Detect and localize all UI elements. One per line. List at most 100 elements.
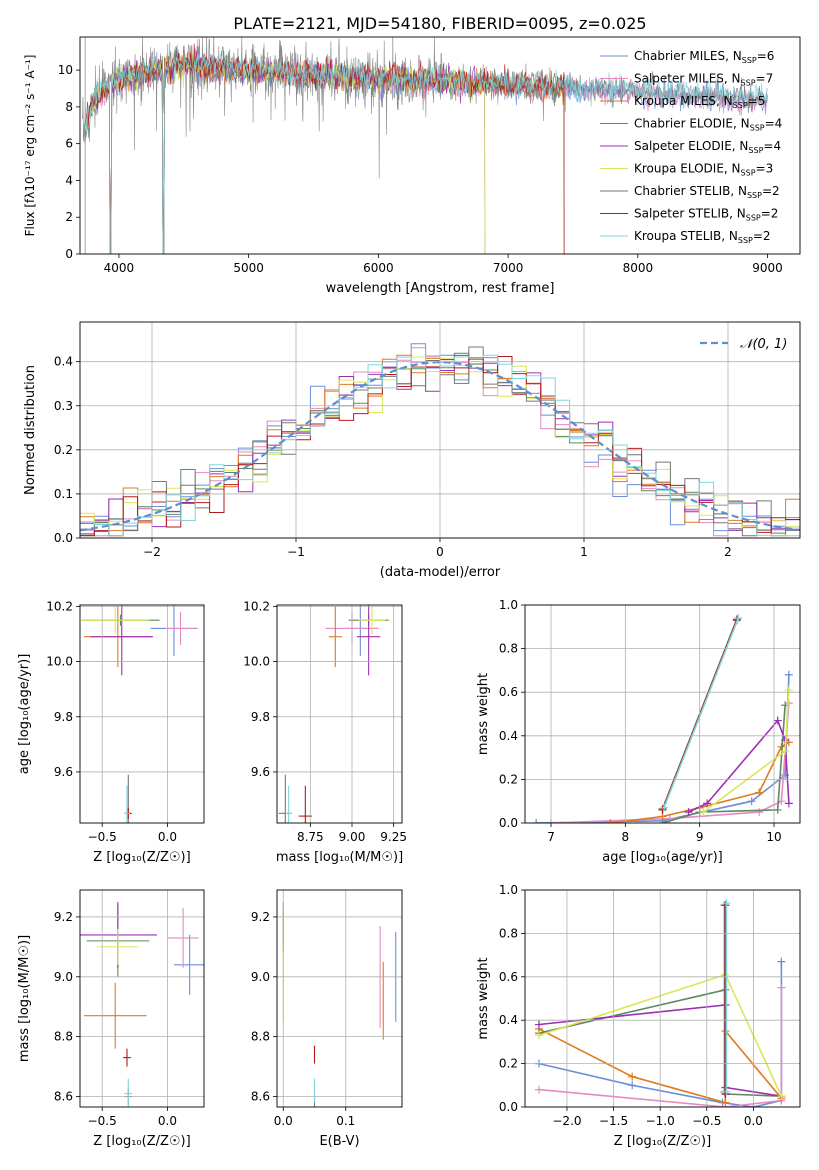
legend-label: Chabrier STELIB, N [634, 184, 747, 198]
x-tick-label: −1.0 [646, 1114, 675, 1128]
y-tick-label: 9.2 [251, 910, 270, 924]
x-axis-label: wavelength [Angstrom, rest frame] [326, 281, 555, 296]
series-marker-salpeter-miles [534, 1085, 543, 1094]
x-axis-label: Z [log₁₀(Z/Z☉)] [614, 1134, 711, 1149]
chart-age_vs_Z: −0.5 0.0 9.6 9.8 10.0 10.2 Z [log₁₀(Z/Z☉)] age … [17, 599, 205, 865]
x-tick-label: 0.1 [336, 1114, 355, 1128]
x-axis-label: Z [log₁₀(Z/Z☉)] [93, 1134, 190, 1149]
x-tick-label: 0.0 [744, 1114, 763, 1128]
errorbar-kroupa-elodie [96, 928, 139, 965]
series-marker-kroupa-elodie [699, 808, 708, 817]
axes-frame [79, 889, 205, 1108]
errorbar-kroupa-elodie [358, 606, 386, 634]
series-marker-kroupa-miles [606, 819, 615, 823]
series-marker-salpeter-stelib [721, 901, 730, 910]
legend-subscript: SSP [733, 101, 748, 110]
x-tick-label: −2.0 [552, 1114, 581, 1128]
series-marker-chabrier-miles [747, 797, 756, 806]
y-tick-label: 0.0 [499, 1100, 518, 1114]
series-marker-salpeter-miles [777, 983, 786, 992]
errorbar-salpeter-stelib [298, 785, 312, 823]
legend-count: =2 [753, 229, 771, 243]
legend-entry-kroupa-stelib: Kroupa STELIB, NSSP=2 [634, 229, 771, 245]
y-tick-label: 0.4 [499, 1013, 518, 1027]
series-marker-kroupa-stelib [734, 614, 743, 623]
y-tick-label: 0.6 [499, 970, 518, 984]
y-tick-label: 9.2 [54, 910, 73, 924]
series-marker-salpeter-stelib [658, 805, 667, 814]
legend-entry-salpeter-elodie: Salpeter ELODIE, NSSP=4 [634, 139, 781, 155]
y-tick-label: 0.0 [499, 816, 518, 830]
y-tick-label: 0.8 [499, 642, 518, 656]
legend-entry-chabrier-stelib: Chabrier STELIB, NSSP=2 [634, 184, 780, 200]
legend-entry-salpeter-miles: Salpeter MILES, NSSP=7 [634, 72, 773, 88]
legend-entry-normal: 𝒩(0, 1) [740, 337, 787, 352]
x-axis-label: (data-model)/error [380, 565, 501, 580]
series-marker-salpeter-miles [755, 808, 764, 817]
y-tick-label: 0.4 [499, 729, 518, 743]
x-tick-label: 10 [766, 830, 781, 844]
plot-area-age_vs_Z [81, 605, 198, 823]
y-tick-label: 8 [65, 100, 73, 114]
y-tick-label: 9.6 [54, 765, 73, 779]
y-tick-label: 0.2 [499, 772, 518, 786]
errorbar-kroupa-miles [328, 606, 342, 668]
errorbar-chabrier-miles [173, 934, 204, 995]
legend-label: Salpeter STELIB, N [634, 207, 746, 221]
axes-frame [276, 604, 403, 824]
legend-label: Kroupa ELODIE, N [634, 162, 741, 176]
legend-count: =2 [762, 184, 780, 198]
legend-entry-kroupa-miles: Kroupa MILES, NSSP=5 [634, 94, 765, 110]
y-tick-label: 8.6 [54, 1090, 73, 1104]
y-tick-label: 8.8 [54, 1030, 73, 1044]
x-tick-label: −0.5 [88, 1114, 117, 1128]
y-tick-label: 1.0 [499, 598, 518, 612]
legend-count: =4 [765, 117, 783, 131]
legend-count: =6 [757, 49, 775, 63]
x-tick-label: 0.0 [158, 1114, 177, 1128]
legend-count: =7 [756, 72, 774, 86]
plot-area-residuals [80, 343, 800, 538]
series-marker-salpeter-elodie [684, 808, 693, 817]
y-tick-label: 8.6 [251, 1090, 270, 1104]
x-tick-label: 9 [696, 830, 704, 844]
errorbar-salpeter-stelib [123, 1048, 131, 1067]
legend-entry-chabrier-elodie: Chabrier ELODIE, NSSP=4 [634, 117, 782, 133]
errorbar-kroupa-stelib [285, 785, 292, 823]
x-tick-label: −2 [143, 545, 161, 559]
series-marker-kroupa-elodie [781, 747, 790, 756]
errorbar-kroupa-elodie [81, 606, 150, 634]
y-tick-label: 0.1 [54, 487, 73, 501]
series-marker-kroupa-elodie [534, 1031, 543, 1040]
plot-area-spectrum [82, 37, 768, 254]
series-marker-kroupa-miles [755, 788, 764, 797]
x-tick-label: 8.75 [297, 830, 324, 844]
legend-count: =3 [756, 162, 774, 176]
legend-subscript: SSP [746, 214, 761, 223]
series-marker-salpeter-elodie [703, 799, 712, 808]
errorbar-kroupa-stelib [124, 785, 130, 823]
series-marker-salpeter-stelib [721, 1089, 730, 1098]
series-line-salpeter-miles [550, 703, 790, 823]
errorbar-kroupa-stelib [124, 1078, 133, 1107]
x-tick-label: 7000 [493, 261, 524, 275]
series-marker-kroupa-miles [628, 1072, 637, 1081]
y-tick-label: 0.8 [499, 926, 518, 940]
y-tick-label: 9.8 [54, 710, 73, 724]
legend-subscript: SSP [742, 56, 757, 65]
y-tick-label: 0.2 [54, 443, 73, 457]
legend-count: =2 [761, 207, 779, 221]
legend-subscript: SSP [741, 169, 756, 178]
chart-spectrum: 4000 5000 6000 7000 8000 9000 0 2 4 6 8 10 wavelengt… [23, 36, 801, 296]
series-marker-chabrier-miles [784, 670, 793, 679]
x-tick-label: −1.5 [599, 1114, 628, 1128]
y-axis-label: mass [log₁₀(M/M☉)] [17, 935, 32, 1062]
plot-area-mass_vs_Z [80, 901, 204, 1107]
legend-label: Kroupa STELIB, N [634, 229, 738, 243]
plot-area-weight_vs_age [532, 614, 793, 823]
axes-frame [524, 604, 801, 824]
legend-label: Chabrier ELODIE, N [634, 117, 750, 131]
y-axis-label: Normed distribution [23, 365, 38, 495]
legend-label: Kroupa MILES, N [634, 94, 733, 108]
